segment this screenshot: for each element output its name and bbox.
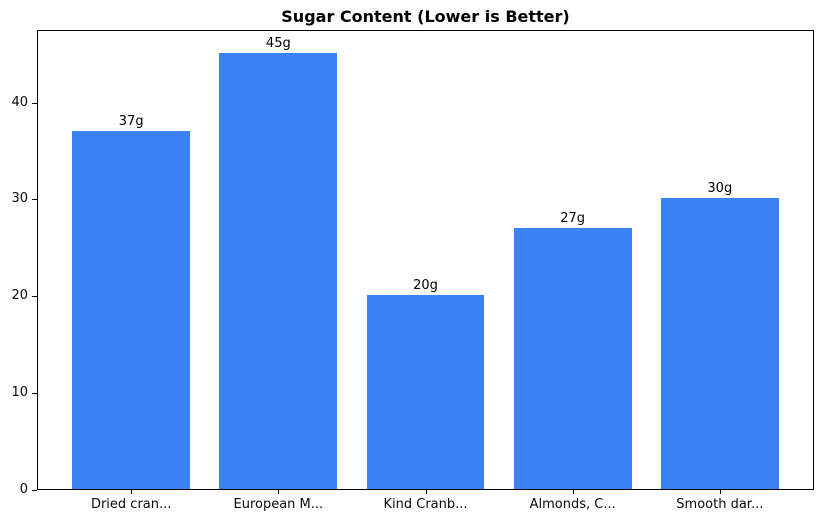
- bar: [72, 130, 191, 489]
- y-tick-mark: [32, 199, 37, 201]
- x-tick-label: Dried cran...: [90, 497, 172, 512]
- y-tick-label: 40: [11, 94, 28, 110]
- x-tick-mark: [425, 490, 427, 494]
- bar-value-label: 20g: [413, 278, 438, 294]
- bar-value-label: 45g: [265, 36, 291, 52]
- bar-value-label: 37g: [118, 113, 144, 129]
- x-tick-mark: [719, 490, 721, 494]
- x-tick-mark: [131, 490, 133, 494]
- bar: [366, 295, 485, 489]
- y-tick-mark: [32, 393, 37, 395]
- x-tick-label: Almonds, C...: [529, 497, 616, 512]
- plot-area: 37g 45g 20g 27g 30g: [37, 30, 814, 490]
- bar: [513, 227, 632, 489]
- y-tick-label: 10: [11, 385, 28, 401]
- x-tick-label: European M...: [233, 497, 324, 512]
- y-tick-mark: [32, 490, 37, 491]
- y-tick-mark: [32, 102, 37, 104]
- bar-value-label: 30g: [707, 181, 733, 197]
- x-tick-mark: [572, 490, 574, 494]
- chart-title: Sugar Content (Lower is Better): [281, 7, 570, 26]
- y-tick-mark: [32, 296, 37, 298]
- y-tick-label: 0: [19, 482, 28, 497]
- y-tick-label: 20: [11, 288, 28, 304]
- y-tick-label: 30: [11, 191, 28, 207]
- bar: [219, 53, 338, 489]
- x-tick-label: Kind Cranb...: [383, 497, 468, 512]
- bar: [660, 198, 779, 489]
- x-tick-label: Smooth dar...: [676, 497, 764, 512]
- bar-value-label: 27g: [560, 210, 586, 226]
- x-tick-mark: [278, 490, 280, 494]
